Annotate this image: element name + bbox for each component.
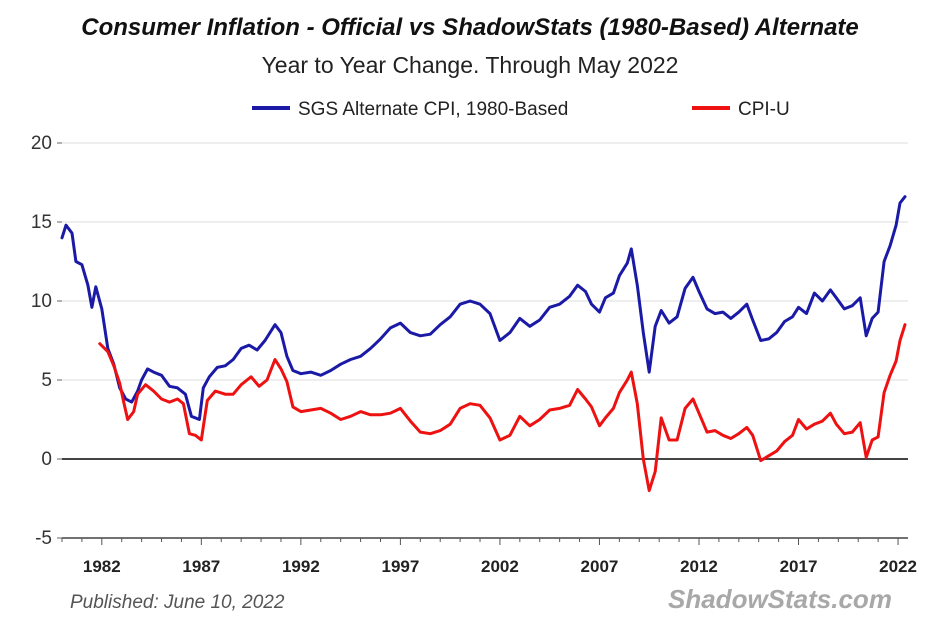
y-tick-label: 20 xyxy=(31,133,52,154)
sgs-alternate-cpi-line xyxy=(60,195,907,421)
y-tick-label: 0 xyxy=(41,449,52,470)
y-tick-label: 15 xyxy=(31,212,52,233)
y-tick-label: -5 xyxy=(35,528,52,549)
cpi-u-line xyxy=(98,323,907,493)
published-date-note: Published: June 10, 2022 xyxy=(70,592,285,613)
x-tick-label: 2012 xyxy=(680,557,718,576)
shadowstats-watermark: ShadowStats.com xyxy=(668,584,892,614)
x-tick-label: 2007 xyxy=(581,557,619,576)
chart-subtitle: Year to Year Change. Through May 2022 xyxy=(261,52,679,78)
x-tick-label: 1987 xyxy=(182,557,220,576)
y-tick-label: 5 xyxy=(41,370,52,391)
y-tick-label: 10 xyxy=(31,291,52,312)
x-tick-label: 1992 xyxy=(282,557,320,576)
legend-sgs-alternate-cpi-label: SGS Alternate CPI, 1980-Based xyxy=(298,99,568,120)
x-tick-label: 1997 xyxy=(381,557,419,576)
x-tick-label: 2002 xyxy=(481,557,519,576)
x-tick-label: 2017 xyxy=(780,557,818,576)
chart-title: Consumer Inflation - Official vs ShadowS… xyxy=(81,14,859,41)
legend-cpi-u-label: CPI-U xyxy=(738,99,790,120)
x-tick-label: 2022 xyxy=(879,557,917,576)
x-tick-label: 1982 xyxy=(83,557,121,576)
